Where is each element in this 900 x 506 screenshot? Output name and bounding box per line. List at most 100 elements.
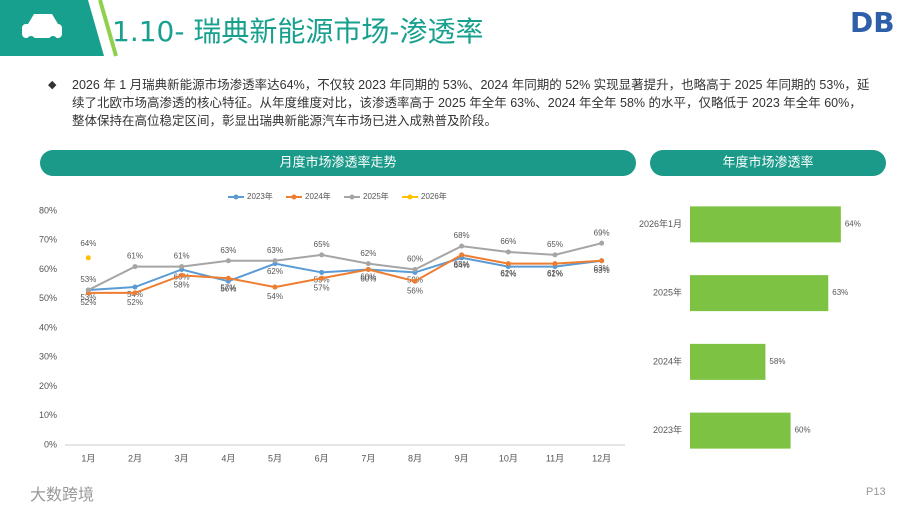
page-title: 1.10- 瑞典新能源市场-渗透率	[112, 15, 484, 48]
data-label: 61%	[174, 252, 190, 261]
y-tick-label: 0%	[44, 439, 57, 449]
data-label: 63%	[594, 266, 610, 275]
data-label: 60%	[360, 273, 376, 282]
car-icon	[22, 14, 62, 44]
x-tick-label: 3月	[175, 453, 189, 463]
legend-dot	[349, 194, 355, 200]
bar	[690, 412, 791, 449]
data-label: 65%	[314, 240, 330, 249]
x-tick-label: 8月	[408, 453, 422, 463]
point	[225, 258, 231, 264]
x-tick-label: 9月	[455, 453, 469, 463]
y-tick-label: 70%	[39, 235, 57, 245]
y-tick-label: 40%	[39, 322, 57, 332]
x-tick-label: 10月	[499, 453, 518, 463]
x-tick-label: 1月	[81, 453, 95, 463]
brand: 大数跨境	[30, 487, 95, 504]
y-tick-label: 2023年	[653, 424, 682, 435]
x-tick-label: 12月	[592, 453, 611, 463]
x-tick-label: 5月	[268, 453, 282, 463]
point	[85, 287, 91, 293]
point	[365, 267, 371, 272]
point	[225, 275, 231, 281]
point	[599, 258, 605, 264]
summary: 2026 年 1 月瑞典新能源市场渗透率达64%，不仅较 2023 年同期的 5…	[72, 78, 870, 128]
data-label: 62%	[500, 269, 516, 278]
y-tick-label: 80%	[39, 205, 57, 215]
point	[365, 261, 371, 267]
y-tick-label: 60%	[39, 264, 57, 274]
data-label: 62%	[267, 267, 283, 276]
legend-label: 2025年	[363, 191, 389, 201]
point	[132, 284, 138, 290]
section-bar	[650, 150, 886, 176]
point	[599, 240, 605, 246]
x-tick-label: 2月	[128, 453, 142, 463]
page-number: P13	[866, 486, 886, 498]
point	[505, 249, 511, 255]
data-label: 56%	[220, 284, 236, 293]
data-label: 61%	[547, 270, 563, 279]
y-tick-label: 2025年	[653, 287, 682, 298]
data-label: 57%	[220, 283, 236, 292]
data-label: 62%	[360, 249, 376, 258]
point	[132, 290, 138, 296]
point	[412, 278, 418, 284]
legend-label: 2023年	[247, 191, 273, 201]
chart-title: 年度市场渗透率	[722, 154, 813, 169]
x-tick-label: 11月	[546, 453, 564, 463]
data-label: 61%	[500, 270, 516, 279]
data-label: 69%	[594, 228, 610, 237]
logo: DB	[850, 6, 895, 39]
x-tick-label: 4月	[221, 453, 235, 463]
y-tick-label: 20%	[39, 381, 57, 391]
data-label: 64%	[80, 239, 96, 248]
header-accent	[98, 0, 118, 57]
point	[319, 275, 325, 281]
legend-label: 2024年	[305, 191, 331, 201]
data-label: 60%	[407, 255, 423, 264]
data-label: 63%	[220, 246, 236, 255]
y-tick-label: 2024年	[653, 355, 682, 366]
data-label: 66%	[500, 237, 516, 246]
point	[412, 267, 418, 272]
point	[459, 243, 465, 249]
data-label: 54%	[267, 292, 283, 301]
data-label: 68%	[454, 231, 470, 240]
data-label: 62%	[547, 269, 563, 278]
data-label: 58%	[769, 357, 785, 366]
point	[552, 252, 558, 258]
chart-title: 月度市场渗透率走势	[279, 154, 396, 169]
bar	[690, 206, 841, 243]
data-label: 52%	[127, 298, 143, 307]
point	[85, 255, 91, 261]
bar	[690, 275, 829, 312]
x-tick-label: 7月	[361, 453, 375, 463]
bar	[690, 343, 766, 380]
point	[272, 258, 278, 264]
legend-label: 2026年	[421, 191, 447, 201]
y-tick-label: 30%	[39, 352, 57, 362]
y-tick-label: 50%	[39, 293, 57, 303]
data-label: 58%	[174, 280, 190, 289]
data-label: 63%	[267, 246, 283, 255]
y-tick-label: 2026年1月	[639, 218, 682, 229]
data-label: 65%	[454, 260, 470, 269]
data-label: 60%	[795, 426, 811, 435]
x-tick-label: 6月	[315, 453, 329, 463]
legend-dot	[291, 194, 297, 200]
legend-dot	[233, 194, 239, 200]
data-label: 57%	[314, 283, 330, 292]
data-label: 56%	[407, 286, 423, 295]
y-tick-label: 10%	[39, 410, 57, 420]
series-line	[87, 242, 602, 291]
point	[179, 264, 185, 270]
point	[272, 284, 278, 290]
data-label: 63%	[832, 288, 848, 297]
bullet: ◆	[48, 79, 57, 91]
data-label: 65%	[547, 240, 563, 249]
data-label: 64%	[454, 261, 470, 270]
data-label: 52%	[80, 298, 96, 307]
